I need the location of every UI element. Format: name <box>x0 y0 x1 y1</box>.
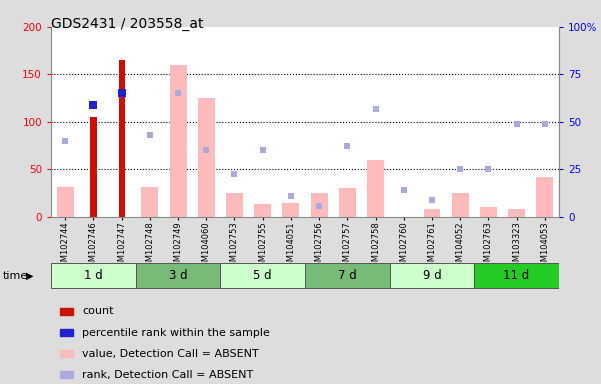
Bar <box>367 160 384 217</box>
Bar <box>282 203 299 217</box>
Text: percentile rank within the sample: percentile rank within the sample <box>82 328 270 338</box>
Text: rank, Detection Call = ABSENT: rank, Detection Call = ABSENT <box>82 370 254 380</box>
Bar <box>508 209 525 217</box>
Text: 9 d: 9 d <box>423 269 441 282</box>
Bar <box>389 263 474 288</box>
Bar <box>480 207 497 217</box>
Bar <box>141 187 158 217</box>
Bar <box>169 65 186 217</box>
Bar <box>51 263 136 288</box>
Text: GDS2431 / 203558_at: GDS2431 / 203558_at <box>51 17 204 31</box>
Bar <box>118 60 125 217</box>
Bar <box>56 187 74 217</box>
Text: value, Detection Call = ABSENT: value, Detection Call = ABSENT <box>82 349 259 359</box>
Text: 3 d: 3 d <box>169 269 188 282</box>
Bar <box>474 263 559 288</box>
Bar <box>424 209 441 217</box>
Bar <box>311 193 328 217</box>
Text: count: count <box>82 306 114 316</box>
Bar <box>226 193 243 217</box>
Text: time: time <box>3 270 28 281</box>
Bar <box>254 204 271 217</box>
Bar <box>136 263 221 288</box>
Text: 7 d: 7 d <box>338 269 357 282</box>
Bar <box>90 117 97 217</box>
Text: ▶: ▶ <box>26 270 33 281</box>
Bar <box>305 263 389 288</box>
Bar <box>452 193 469 217</box>
Text: 1 d: 1 d <box>84 269 103 282</box>
Bar <box>198 98 215 217</box>
Bar <box>339 189 356 217</box>
Text: 5 d: 5 d <box>254 269 272 282</box>
Text: 11 d: 11 d <box>504 269 529 282</box>
Bar <box>221 263 305 288</box>
Bar <box>536 177 554 217</box>
